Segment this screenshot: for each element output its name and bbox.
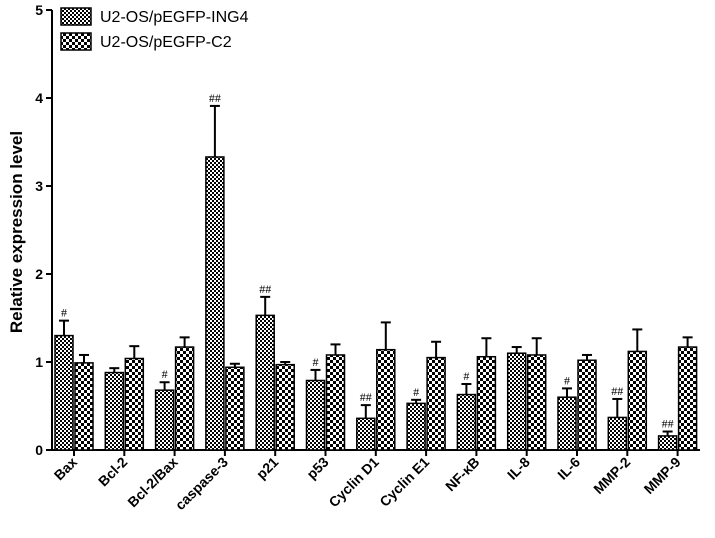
bar	[456, 393, 477, 451]
x-tick-label: Bax	[51, 454, 81, 484]
x-tick-label: IL-6	[554, 454, 583, 483]
x-tick-label: Cyclin E1	[376, 454, 432, 510]
bar	[506, 352, 527, 451]
x-tick-label: MMP-9	[640, 454, 683, 497]
x-tick-label: p21	[253, 454, 282, 483]
x-tick-label: caspase-3	[172, 454, 231, 513]
bar	[325, 354, 346, 451]
y-axis-title: Relative expression level	[7, 131, 26, 333]
bar	[627, 350, 648, 451]
bar	[526, 354, 547, 451]
bar	[677, 346, 698, 451]
legend: U2-OS/pEGFP-ING4 U2-OS/pEGFP-C2	[60, 7, 249, 51]
y-tick-label: 2	[35, 266, 43, 282]
legend-swatch	[60, 7, 92, 26]
bar	[607, 416, 628, 451]
legend-label: U2-OS/pEGFP-ING4	[100, 9, 249, 26]
significance-marker: ##	[611, 384, 623, 398]
bar	[557, 396, 577, 451]
y-tick-label: 5	[35, 2, 43, 18]
bar	[476, 355, 497, 451]
significance-marker: #	[413, 385, 419, 399]
bar	[275, 363, 295, 451]
bar	[54, 334, 74, 451]
y-tick-label: 1	[35, 354, 43, 370]
legend-swatch	[60, 32, 92, 51]
bar	[577, 359, 597, 451]
significance-marker: ##	[662, 417, 674, 431]
bar	[426, 356, 446, 451]
x-tick-label: MMP-2	[590, 454, 633, 497]
bar	[305, 379, 326, 451]
significance-layer: ######### ## #####	[61, 91, 674, 431]
bar	[174, 346, 195, 451]
bar	[74, 362, 94, 451]
y-axis: 0 1 2 3 4 5	[35, 2, 53, 458]
bar	[205, 156, 225, 451]
bar	[104, 371, 125, 451]
bar	[255, 314, 275, 451]
significance-marker: #	[313, 355, 319, 369]
x-tick-label: IL-8	[504, 454, 533, 483]
bar	[356, 417, 376, 451]
x-tick-label: Cyclin D1	[325, 454, 382, 511]
bar	[124, 357, 145, 451]
significance-marker: ##	[259, 282, 271, 296]
bar	[154, 389, 175, 451]
x-tick-label: NF-κB	[442, 454, 482, 494]
bar	[657, 435, 678, 451]
significance-marker: #	[564, 373, 570, 387]
x-tick-label: Bcl-2	[95, 454, 131, 490]
y-tick-label: 0	[35, 442, 43, 458]
significance-marker: #	[162, 367, 168, 381]
error-bars-layer	[59, 104, 693, 436]
significance-marker: #	[463, 369, 469, 383]
bar	[406, 402, 426, 451]
bar	[376, 348, 396, 451]
bars-layer	[54, 156, 698, 451]
x-tick-label: p53	[303, 454, 332, 483]
legend-label: U2-OS/pEGFP-C2	[100, 34, 232, 51]
bar	[225, 366, 245, 451]
significance-marker: #	[61, 306, 67, 320]
y-tick-label: 3	[35, 178, 43, 194]
significance-marker: ##	[209, 91, 221, 105]
y-tick-label: 4	[35, 90, 43, 106]
x-axis	[52, 449, 700, 456]
significance-marker: ##	[360, 390, 372, 404]
